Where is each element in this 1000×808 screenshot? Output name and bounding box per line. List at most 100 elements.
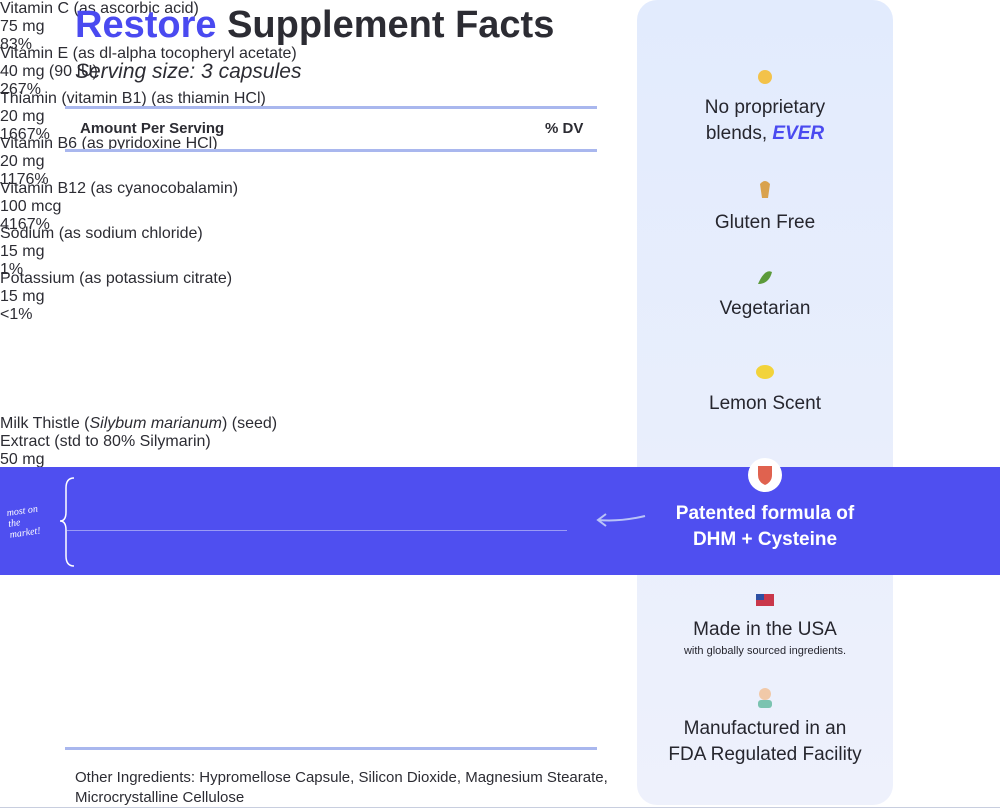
ingredient-name: Vitamin C (as ascorbic acid) (0, 0, 1000, 18)
feature-panel (637, 0, 893, 805)
text-line: Sodium (as sodium chloride) (0, 225, 1000, 243)
daily-value: 4167% (0, 216, 50, 233)
daily-value: 1176% (0, 171, 49, 188)
text: ) (seed) (221, 415, 278, 432)
amount: 40 mg (90 IU) (0, 63, 98, 80)
text-line: DHM + Cysteine (637, 527, 893, 553)
text-line: Patented formula of (637, 501, 893, 527)
title-accent: Restore (75, 4, 217, 46)
text: Vitamin C (as ascorbic acid) (0, 0, 199, 17)
emphasis: Ampelopsis grossedentata (71, 315, 261, 332)
text-line: No proprietary (637, 95, 893, 121)
text-line: Gluten Free (637, 210, 893, 236)
text-line: Vitamin B6 (as pyridoxine HCl) (0, 135, 1000, 153)
text-line: blends, EVER (637, 121, 893, 147)
feature: Vegetarian (637, 296, 893, 322)
text-line: FDA Regulated Facility (637, 742, 893, 768)
text-line: L-Cysteine HCl Monohydrate (0, 365, 1000, 383)
ingredient-name: L-Cysteine HCl Monohydrate (0, 365, 1000, 383)
daily-value: 1667% (0, 126, 50, 143)
ingredient-name: Sodium (as sodium chloride) (0, 225, 1000, 243)
text-line: Vegetarian (637, 296, 893, 322)
feature: Patented formula of DHM + Cysteine (637, 501, 893, 553)
table-row: L-Cysteine HCl Monohydrate 450 mg (0, 365, 1000, 415)
text: Manufactured in an (683, 718, 847, 739)
text: Vegetarian (719, 298, 811, 319)
amount: 450 mg (0, 383, 54, 400)
text: Vitamin B6 (as pyridoxine HCl) (0, 135, 218, 152)
text: Extract (std. to 98% Dihydromyricetin) (0, 333, 269, 350)
text-line: Manufactured in an (637, 716, 893, 742)
text: FDA Regulated Facility (668, 744, 862, 765)
amount: 75 mg (0, 18, 45, 35)
ingredient-name: Vine Tea (Ampelopsis grossedentata) (Aer… (0, 315, 1000, 351)
text: Sodium (as sodium chloride) (0, 225, 203, 242)
text-line: Milk Thistle (Silybum marianum) (seed) (0, 415, 1000, 433)
text: DHM + Cysteine (692, 529, 838, 550)
other-text: Hypromellose Capsule, Silicon Dioxide, M… (75, 769, 608, 806)
feature-note: with globally sourced ingredients. (683, 645, 847, 657)
ingredient-name: Potassium (as potassium citrate) (0, 270, 1000, 288)
amount: 50 mg (0, 451, 45, 468)
daily-value: 83% (0, 36, 33, 53)
text: L-Cysteine HCl Monohydrate (0, 365, 206, 382)
rule (65, 106, 597, 109)
text-line: Vitamin B12 (as cyanocobalamin) (0, 180, 1000, 198)
emphasis: EVER (772, 123, 825, 144)
highlight-band (0, 467, 1000, 575)
text-line: Lemon Scent (637, 391, 893, 417)
text-line: Made in the USA (637, 617, 893, 643)
text-line: Potassium (as potassium citrate) (0, 270, 1000, 288)
title-rest: Supplement Facts (227, 4, 555, 46)
text: Thiamin (vitamin B1) (as thiamin HCl) (0, 90, 266, 107)
text: Made in the USA (693, 619, 837, 640)
other-ingredients: Other Ingredients: Hypromellose Capsule,… (75, 768, 615, 808)
text-line: Extract (std. to 98% Dihydromyricetin) (0, 333, 1000, 351)
amount: 100 mcg (0, 198, 62, 215)
text: Patented formula of (675, 503, 855, 524)
table-row: Vine Tea (Ampelopsis grossedentata) (Aer… (0, 315, 1000, 368)
text: Extract (std to 80% Silymarin) (0, 433, 211, 450)
text: Vitamin B12 (as cyanocobalamin) (0, 180, 239, 197)
text-line: Extract (std to 80% Silymarin) (0, 433, 1000, 451)
amount: 1,200 mg (0, 351, 67, 368)
amount: 15 mg (0, 243, 45, 260)
title: Restore Supplement Facts (75, 4, 554, 47)
other-label: Other Ingredients: (75, 769, 196, 786)
ingredient-name: Vitamin E (as dl-alpha tocopheryl acetat… (0, 45, 1000, 63)
text-line: Vine Tea (Ampelopsis grossedentata) (Aer… (0, 315, 1000, 333)
text: No proprietary (704, 97, 826, 118)
amount: 20 mg (0, 108, 45, 125)
text: ) (Aerial) (260, 315, 322, 332)
feature: Gluten Free (637, 210, 893, 236)
text: Milk Thistle ( (0, 415, 90, 432)
feature: Made in the USA with globally sourced ing… (637, 617, 893, 659)
text-line: Thiamin (vitamin B1) (as thiamin HCl) (0, 90, 1000, 108)
feature: No proprietary blends, EVER (637, 95, 893, 147)
text: blends, (705, 123, 773, 144)
text: Gluten Free (714, 212, 816, 233)
serving-size: Serving size: 3 capsules (75, 60, 302, 83)
rule (65, 149, 597, 152)
amount: 20 mg (0, 153, 45, 170)
separator (67, 530, 567, 531)
ingredient-name: Vitamin B12 (as cyanocobalamin) (0, 180, 1000, 198)
daily-value: 267% (0, 81, 41, 98)
feature: Manufactured in an FDA Regulated Facility (637, 716, 893, 768)
text: Lemon Scent (709, 393, 821, 414)
header-dv: % DV (545, 120, 584, 137)
ingredient-name: Vitamin B6 (as pyridoxine HCl) (0, 135, 1000, 153)
daily-value: 1% (0, 261, 24, 278)
feature: Lemon Scent (637, 391, 893, 417)
header-amount: Amount Per Serving (80, 120, 225, 137)
table-row: Milk Thistle (Silybum marianum) (seed) Ex… (0, 415, 1000, 808)
emphasis: Silybum marianum (89, 415, 222, 432)
text: Vine Tea ( (0, 315, 72, 332)
rule (65, 747, 597, 750)
ingredient-name: Milk Thistle (Silybum marianum) (seed) Ex… (0, 415, 1000, 451)
text-line: Vitamin C (as ascorbic acid) (0, 0, 1000, 18)
ingredient-name: Thiamin (vitamin B1) (as thiamin HCl) (0, 90, 1000, 108)
text-line: Vitamin E (as dl-alpha tocopheryl acetat… (0, 45, 1000, 63)
text: Potassium (as potassium citrate) (0, 270, 233, 287)
